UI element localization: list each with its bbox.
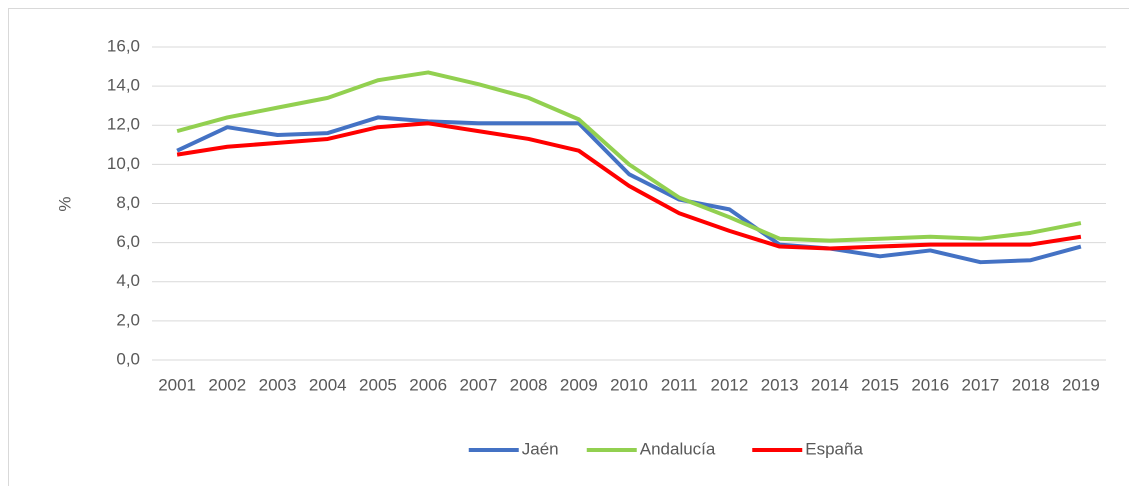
x-tick-label: 2017	[962, 375, 1000, 394]
y-tick-label: 0,0	[116, 349, 140, 368]
x-tick-label: 2011	[661, 375, 698, 394]
x-tick-label: 2018	[1012, 375, 1050, 394]
series-line	[177, 123, 1081, 248]
x-tick-label: 2013	[761, 375, 799, 394]
y-tick-label: 12,0	[107, 115, 140, 134]
x-tick-label: 2007	[459, 375, 497, 394]
x-tick-label: 2016	[911, 375, 949, 394]
y-tick-label: 10,0	[107, 154, 140, 173]
x-tick-label: 2010	[610, 375, 648, 394]
y-tick-label: 16,0	[107, 36, 140, 55]
x-tick-label: 2003	[259, 375, 297, 394]
x-tick-label: 2008	[510, 375, 548, 394]
x-tick-label: 2004	[309, 375, 347, 394]
legend-label: Andalucía	[640, 439, 716, 458]
x-tick-label: 2019	[1062, 375, 1100, 394]
x-tick-label: 2006	[409, 375, 447, 394]
y-tick-label: 4,0	[116, 271, 140, 290]
series-line	[177, 72, 1081, 240]
x-tick-label: 2014	[811, 375, 849, 394]
y-tick-label: 2,0	[116, 310, 140, 329]
y-tick-label: 8,0	[116, 193, 140, 212]
y-tick-label: 6,0	[116, 232, 140, 251]
x-tick-label: 2001	[158, 375, 196, 394]
chart-frame	[9, 9, 1129, 487]
legend-label: España	[805, 439, 863, 458]
x-tick-label: 2002	[208, 375, 246, 394]
y-axis-label: %	[55, 196, 74, 211]
x-tick-label: 2009	[560, 375, 598, 394]
legend-label: Jaén	[522, 439, 559, 458]
x-tick-label: 2015	[861, 375, 899, 394]
x-tick-label: 2012	[711, 375, 749, 394]
y-tick-label: 14,0	[107, 76, 140, 95]
x-tick-label: 2005	[359, 375, 397, 394]
